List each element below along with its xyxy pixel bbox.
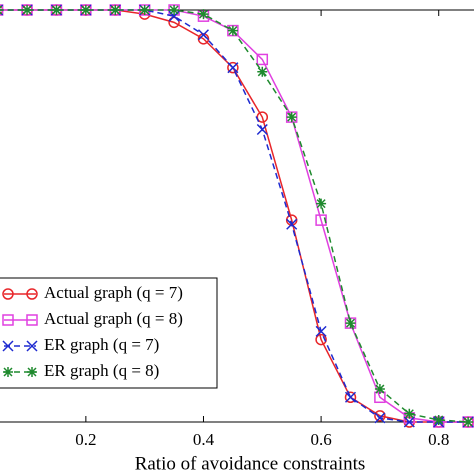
marker [315, 214, 327, 226]
marker [227, 25, 238, 36]
marker [26, 314, 38, 326]
legend-label: Actual graph (q = 7) [44, 283, 183, 302]
marker [22, 5, 33, 15]
x-tick-label: 0.8 [428, 430, 449, 449]
marker [316, 198, 327, 209]
legend-label: ER graph (q = 7) [44, 335, 159, 354]
marker [168, 16, 180, 29]
marker [256, 53, 269, 66]
marker [169, 5, 180, 15]
marker [374, 412, 386, 424]
marker [197, 29, 210, 41]
marker [27, 367, 37, 377]
marker [198, 9, 209, 20]
marker [80, 5, 91, 15]
marker [345, 318, 356, 329]
marker [2, 340, 14, 352]
marker [256, 123, 268, 136]
marker [227, 62, 239, 74]
marker [26, 288, 38, 300]
marker [110, 5, 121, 15]
series-line [0, 9, 469, 423]
marker [344, 391, 357, 403]
marker [286, 112, 297, 123]
x-tick-label: 0.4 [193, 430, 215, 449]
series-line [0, 9, 469, 423]
marker [227, 61, 239, 74]
marker [315, 333, 327, 346]
legend: Actual graph (q = 7) Actual graph (q = 8)… [0, 277, 218, 389]
marker [257, 66, 268, 77]
marker [404, 408, 415, 419]
marker [2, 288, 14, 300]
marker [344, 391, 357, 404]
marker [403, 416, 415, 428]
legend-label: ER graph (q = 8) [44, 361, 159, 380]
marker [374, 384, 385, 395]
marker [374, 410, 386, 422]
x-tick-label: 0.2 [75, 430, 96, 449]
marker [3, 367, 13, 377]
marker [26, 340, 38, 352]
marker [51, 5, 62, 15]
marker [433, 414, 444, 425]
marker [256, 111, 269, 123]
marker [2, 314, 14, 326]
marker [139, 5, 150, 15]
legend-label: Actual graph (q = 8) [44, 309, 183, 328]
marker [315, 325, 327, 337]
marker [286, 218, 298, 230]
x-tick-label: 0.6 [310, 430, 331, 449]
marker [463, 417, 474, 427]
x-axis-label: Ratio of avoidance constraints [135, 453, 366, 474]
